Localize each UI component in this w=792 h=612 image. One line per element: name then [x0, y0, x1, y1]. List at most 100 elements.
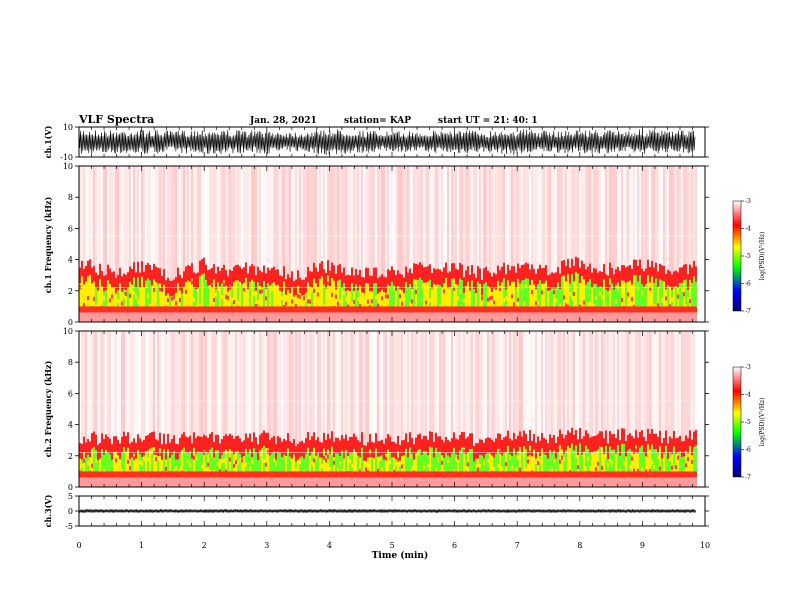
spectrogram-cell: [589, 312, 591, 322]
spectrogram-cell: [399, 471, 401, 478]
spectrogram-cell: [603, 438, 605, 454]
spectrogram-cell: [319, 306, 321, 313]
spectrogram-cell: [511, 166, 513, 267]
spectrogram-cell: [479, 477, 481, 487]
spectrogram-cell: [319, 471, 321, 478]
spectrogram-cell: [393, 442, 395, 458]
spectrogram-cell: [473, 471, 475, 478]
spectrogram-cell: [361, 312, 363, 322]
spectrogram-cell: [605, 454, 607, 459]
spectrogram-cell: [571, 295, 573, 300]
spectrogram-cell: [181, 293, 183, 307]
spectrogram-cell: [473, 477, 475, 487]
spectrogram-cell: [491, 477, 493, 487]
spectrogram-cell: [85, 166, 87, 266]
spectrogram-cell: [413, 263, 415, 279]
spectrogram-cell: [433, 166, 435, 269]
spectrogram-cell: [439, 477, 441, 487]
spectrogram-cell: [267, 312, 269, 322]
spectrogram-cell: [453, 278, 455, 307]
spectrogram-cell: [357, 455, 359, 472]
spectrogram-ytick-label: 8: [68, 193, 73, 202]
spectrogram-cell: [171, 166, 173, 281]
spectrogram-cell: [637, 437, 639, 454]
spectrogram-cell: [287, 331, 289, 434]
spectrogram-cell: [399, 306, 401, 313]
spectrogram-cell: [207, 437, 209, 454]
spectrogram-cell: [213, 471, 215, 478]
spectrogram-cell: [613, 306, 615, 313]
spectrogram-cell: [219, 458, 221, 472]
spectrogram-cell: [349, 459, 351, 464]
spectrogram-cell: [259, 312, 261, 322]
spectrogram-cell: [143, 306, 145, 313]
spectrogram-cell: [311, 477, 313, 487]
spectrogram-cell: [585, 312, 587, 322]
spectrogram-cell: [309, 455, 311, 472]
spectrogram-cell: [449, 331, 451, 442]
spectrogram-cell: [241, 268, 243, 285]
spectrogram-cell: [395, 477, 397, 487]
spectrogram-cell: [451, 453, 453, 472]
spectrogram-cell: [261, 289, 263, 294]
spectrogram-cell: [681, 331, 683, 442]
spectrogram-cell: [379, 440, 381, 457]
spectrogram-cell: [103, 454, 105, 472]
spectrogram-cell: [533, 166, 535, 270]
spectrogram-ytick-label: 6: [68, 389, 73, 398]
spectrogram-cell: [151, 306, 153, 313]
spectrogram-cell: [401, 440, 403, 456]
spectrogram-cell: [575, 256, 577, 273]
spectrogram-cell: [255, 452, 257, 472]
spectrogram-cell: [445, 452, 447, 472]
spectrogram-cell: [557, 267, 559, 283]
spectrogram-cell: [463, 447, 465, 472]
spectrogram-cell: [443, 289, 445, 294]
spectrogram-cell: [299, 294, 301, 299]
spectrogram-cell: [525, 433, 527, 450]
spectrogram-cell: [91, 283, 93, 307]
spectrogram-cell: [613, 433, 615, 450]
spectrogram-cell: [563, 456, 565, 461]
spectrogram-cell: [381, 274, 383, 290]
spectrogram-cell: [365, 306, 367, 313]
spectrogram-cell: [121, 331, 123, 437]
spectrogram-cell: [141, 312, 143, 322]
spectrogram-cell: [347, 456, 349, 472]
spectrogram-cell: [609, 306, 611, 313]
spectrogram-cell: [269, 477, 271, 487]
spectrogram-cell: [293, 471, 295, 478]
spectrogram-cell: [79, 306, 81, 313]
spectrogram-cell: [627, 331, 629, 435]
spectrogram-cell: [207, 453, 209, 472]
spectrogram-cell: [313, 306, 315, 313]
spectrogram-cell: [371, 441, 373, 458]
spectrogram-cell: [111, 294, 113, 299]
spectrogram-cell: [309, 306, 311, 313]
spectrogram-cell: [421, 331, 423, 440]
spectrogram-cell: [531, 166, 533, 265]
spectrogram-cell: [551, 477, 553, 487]
spectrogram-cell: [587, 331, 589, 434]
spectrogram-cell: [449, 286, 451, 307]
spectrogram-cell: [399, 273, 401, 290]
spectrogram-cell: [693, 276, 695, 307]
spectrogram-cell: [207, 270, 209, 286]
spectrogram-cell: [581, 454, 583, 472]
spectrogram-cell: [499, 306, 501, 313]
spectrogram-cell: [675, 166, 677, 271]
spectrogram-cell: [83, 477, 85, 487]
spectrogram-cell: [507, 331, 509, 431]
spectrogram-cell: [585, 166, 587, 270]
spectrogram-cell: [379, 477, 381, 487]
spectrogram-cell: [535, 471, 537, 478]
spectrogram-cell: [253, 306, 255, 313]
spectrogram-cell: [583, 300, 585, 305]
spectrogram-cell: [599, 312, 601, 322]
spectrogram-cell: [309, 471, 311, 478]
spectrogram-cell: [151, 471, 153, 478]
spectrogram-cell: [379, 292, 381, 307]
spectrogram-cell: [261, 477, 263, 487]
spectrogram-ytick-label: 8: [68, 358, 73, 367]
spectrogram-cell: [577, 257, 579, 274]
